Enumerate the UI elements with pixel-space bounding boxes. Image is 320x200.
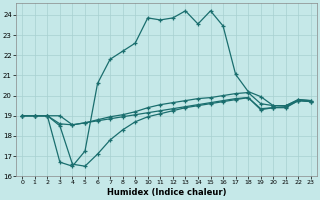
X-axis label: Humidex (Indice chaleur): Humidex (Indice chaleur): [107, 188, 226, 197]
